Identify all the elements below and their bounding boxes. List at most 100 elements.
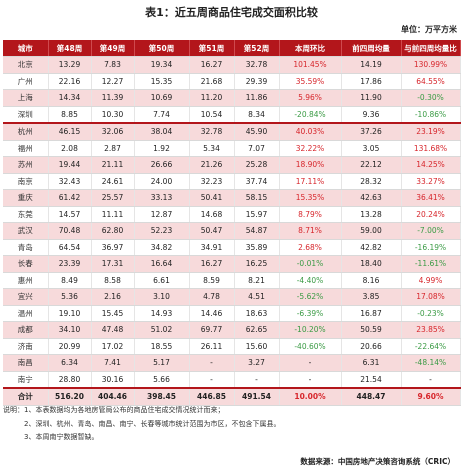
week50-cell: 7.74 xyxy=(134,106,190,124)
week48-cell: 14.57 xyxy=(48,206,92,223)
week52-cell: 8.21 xyxy=(234,272,280,289)
week48-cell: 34.10 xyxy=(48,321,92,339)
week51-cell: 8.59 xyxy=(189,272,235,289)
header-wow: 本周环比 xyxy=(279,40,342,57)
city-cell: 南昌 xyxy=(3,354,49,372)
wow-cell: -6.39% xyxy=(279,305,342,322)
vs-avg4-cell: 64.55% xyxy=(401,73,461,90)
wow-cell: 18.90% xyxy=(279,156,342,174)
week48-cell: 8.49 xyxy=(48,272,92,289)
week52-cell: - xyxy=(234,371,280,389)
city-cell: 温州 xyxy=(3,305,49,322)
week48-cell: 6.34 xyxy=(48,354,92,372)
wow-cell: -20.84% xyxy=(279,106,342,124)
week51-cell: 69.77 xyxy=(189,321,235,339)
week49-cell: 2.16 xyxy=(91,288,135,306)
city-cell: 南宁 xyxy=(3,371,49,389)
table-row: 青岛 64.54 36.97 34.82 34.91 35.89 2.68% 42.82 -16… xyxy=(3,239,461,256)
header-row: 城市 第48周 第49周 第50周 第51周 第52周 本周环比 前四周均量 与… xyxy=(3,40,461,57)
week52-cell: 37.74 xyxy=(234,173,280,190)
week52-cell: 4.51 xyxy=(234,288,280,306)
table-row: 上海 14.34 11.39 10.69 11.20 11.86 5.96% 11.90 -0.… xyxy=(3,89,461,107)
week51-cell: 10.54 xyxy=(189,106,235,124)
city-cell: 上海 xyxy=(3,89,49,107)
total-wow-cell: 10.00% xyxy=(279,387,342,406)
header-week52: 第52周 xyxy=(234,40,280,57)
week48-cell: 61.42 xyxy=(48,189,92,207)
week51-cell: 14.68 xyxy=(189,206,235,223)
week48-cell: 22.16 xyxy=(48,73,92,90)
week50-cell: 51.02 xyxy=(134,321,190,339)
header-vs-avg4: 与前四周均量比 xyxy=(401,40,461,57)
avg4-cell: 37.26 xyxy=(341,122,402,141)
total-vs-avg4-cell: 9.60% xyxy=(401,387,461,406)
table-row: 重庆 61.42 25.57 33.13 50.41 58.15 15.35% 42.63 36… xyxy=(3,189,461,207)
week49-cell: 10.30 xyxy=(91,106,135,124)
header-avg4: 前四周均量 xyxy=(341,40,402,57)
week49-cell: 21.11 xyxy=(91,156,135,174)
week52-cell: 32.78 xyxy=(234,56,280,74)
week49-cell: 11.39 xyxy=(91,89,135,107)
note-2: 2、深圳、杭州、青岛、南昌、南宁、长春等城市统计范围为市区，不包含下属县。 xyxy=(24,419,281,428)
avg4-cell: 50.59 xyxy=(341,321,402,339)
total-week48-cell: 516.20 xyxy=(48,387,92,406)
week49-cell: 8.58 xyxy=(91,272,135,289)
week49-cell: 12.27 xyxy=(91,73,135,90)
week52-cell: 58.15 xyxy=(234,189,280,207)
week51-cell: 14.46 xyxy=(189,305,235,322)
week51-cell: 21.26 xyxy=(189,156,235,174)
table-row: 南宁 28.80 30.16 5.66- - -21.54- xyxy=(3,371,461,389)
vs-avg4-cell: 17.08% xyxy=(401,288,461,306)
week52-cell: 62.65 xyxy=(234,321,280,339)
week51-cell: 21.68 xyxy=(189,73,235,90)
table-row: 杭州 46.15 32.06 38.04 32.78 45.90 40.03% 37.26 23… xyxy=(3,122,461,141)
city-cell: 苏州 xyxy=(3,156,49,174)
week48-cell: 19.10 xyxy=(48,305,92,322)
avg4-cell: 8.16 xyxy=(341,272,402,289)
table-row: 南昌 6.34 7.41 5.17-3.27-6.31 -48.14% xyxy=(3,354,461,372)
week52-cell: 8.34 xyxy=(234,106,280,124)
week50-cell: 15.35 xyxy=(134,73,190,90)
week50-cell: 19.34 xyxy=(134,56,190,74)
city-cell: 济南 xyxy=(3,338,49,355)
city-cell: 广州 xyxy=(3,73,49,90)
vs-avg4-cell: -16.19% xyxy=(401,239,461,256)
vs-avg4-cell: 23.19% xyxy=(401,122,461,141)
week50-cell: 3.10 xyxy=(134,288,190,306)
week48-cell: 32.43 xyxy=(48,173,92,190)
avg4-cell: 42.82 xyxy=(341,239,402,256)
notes-label: 说明： xyxy=(3,406,24,414)
week48-cell: 20.99 xyxy=(48,338,92,355)
vs-avg4-cell: 4.99% xyxy=(401,272,461,289)
week51-cell: 50.41 xyxy=(189,189,235,207)
week51-cell: - xyxy=(189,354,235,372)
avg4-cell: 3.85 xyxy=(341,288,402,306)
table-row: 长春 23.39 17.31 16.64 16.27 16.25 -0.01% 18.40 -1… xyxy=(3,255,461,273)
avg4-cell: 17.86 xyxy=(341,73,402,90)
city-cell: 青岛 xyxy=(3,239,49,256)
week52-cell: 29.39 xyxy=(234,73,280,90)
avg4-cell: 20.66 xyxy=(341,338,402,355)
vs-avg4-cell: -0.23% xyxy=(401,305,461,322)
week51-cell: - xyxy=(189,371,235,389)
city-cell: 北京 xyxy=(3,56,49,74)
table-row: 东莞 14.57 11.11 12.87 14.68 15.97 8.79% 13.28 20.… xyxy=(3,206,461,223)
week51-cell: 11.20 xyxy=(189,89,235,107)
vs-avg4-cell: 131.68% xyxy=(401,140,461,157)
unit-label: 单位：万平方米 xyxy=(401,25,457,34)
wow-cell: 32.22% xyxy=(279,140,342,157)
table-row: 成都 34.10 47.48 51.02 69.77 62.65 -10.20% 50.59 2… xyxy=(3,321,461,339)
total-city-cell: 合计 xyxy=(3,387,49,406)
wow-cell: 35.59% xyxy=(279,73,342,90)
data-table: 城市 第48周 第49周 第50周 第51周 第52周 本周环比 前四周均量 与… xyxy=(3,40,461,406)
avg4-cell: 13.28 xyxy=(341,206,402,223)
total-week51-cell: 446.85 xyxy=(189,387,235,406)
week50-cell: 1.92 xyxy=(134,140,190,157)
vs-avg4-cell: 36.41% xyxy=(401,189,461,207)
table-row: 南京 32.43 24.61 24.00 32.23 37.74 17.11% 28.32 33… xyxy=(3,173,461,190)
avg4-cell: 59.00 xyxy=(341,222,402,240)
vs-avg4-cell: - xyxy=(401,371,461,389)
total-row: 合计 516.20 404.46 398.45 446.85 491.54 10.00% 44… xyxy=(3,387,461,406)
week48-cell: 70.48 xyxy=(48,222,92,240)
avg4-cell: 28.32 xyxy=(341,173,402,190)
